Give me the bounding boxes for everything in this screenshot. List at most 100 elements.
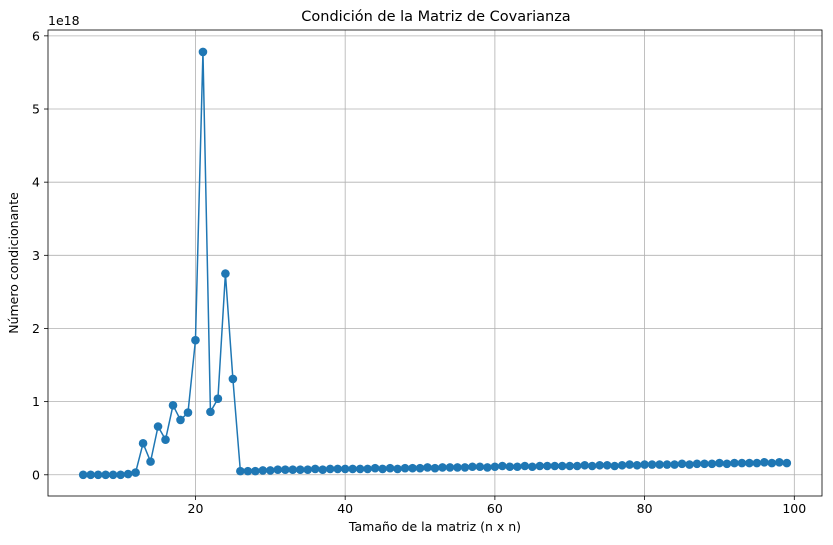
data-point bbox=[131, 468, 140, 477]
data-point bbox=[520, 461, 530, 471]
y-offset-label: 1e18 bbox=[48, 13, 80, 28]
data-point bbox=[625, 460, 634, 469]
data-point bbox=[662, 460, 672, 469]
y-tick-label: 2 bbox=[32, 321, 40, 336]
y-tick-label: 6 bbox=[32, 28, 40, 43]
data-point bbox=[93, 470, 103, 480]
data-point bbox=[243, 466, 253, 476]
data-point bbox=[378, 464, 387, 474]
data-point bbox=[408, 463, 417, 473]
y-tick-label: 1 bbox=[32, 394, 40, 409]
data-point bbox=[415, 463, 425, 473]
data-point bbox=[550, 461, 560, 471]
data-point bbox=[475, 462, 485, 472]
data-point bbox=[183, 408, 193, 417]
data-point bbox=[557, 461, 567, 471]
y-tick-label: 4 bbox=[32, 175, 40, 190]
data-point bbox=[460, 463, 470, 472]
data-point bbox=[715, 458, 724, 468]
data-point bbox=[176, 415, 185, 425]
data-point bbox=[86, 470, 95, 480]
y-axis: 0 1 2 3 4 5 6 bbox=[32, 28, 48, 482]
data-point bbox=[430, 463, 440, 473]
data-point bbox=[198, 47, 208, 57]
data-point bbox=[138, 439, 148, 448]
grid bbox=[48, 30, 822, 496]
data-point bbox=[587, 461, 597, 471]
data-point bbox=[123, 469, 133, 479]
y-tick-label: 5 bbox=[32, 102, 40, 117]
y-tick-label: 0 bbox=[32, 467, 40, 482]
data-point bbox=[168, 400, 178, 410]
data-point bbox=[146, 457, 155, 466]
y-axis-label: Número condicionante bbox=[6, 192, 21, 334]
data-point bbox=[490, 462, 500, 472]
data-point bbox=[685, 460, 694, 469]
data-point bbox=[191, 335, 200, 345]
data-point bbox=[333, 464, 342, 474]
data-point bbox=[595, 460, 604, 470]
data-point bbox=[655, 460, 664, 469]
data-point bbox=[722, 459, 732, 469]
data-point bbox=[221, 269, 230, 278]
data-point bbox=[468, 462, 477, 472]
data-point bbox=[572, 461, 582, 471]
data-point bbox=[700, 459, 709, 469]
data-point bbox=[273, 465, 283, 474]
data-point bbox=[617, 460, 627, 470]
data-point bbox=[505, 462, 515, 472]
data-point bbox=[640, 460, 649, 469]
data-point bbox=[775, 458, 784, 467]
data-point bbox=[280, 465, 290, 474]
data-point bbox=[767, 458, 777, 468]
chart-title: Condición de la Matriz de Covarianza bbox=[301, 9, 570, 25]
x-axis: 20 40 60 80 100 bbox=[188, 496, 806, 516]
data-point bbox=[213, 394, 223, 404]
data-point bbox=[78, 470, 88, 480]
data-point bbox=[340, 464, 350, 474]
data-point bbox=[393, 464, 402, 474]
data-point bbox=[670, 460, 679, 469]
data-point bbox=[303, 465, 313, 474]
data-point bbox=[153, 422, 163, 431]
data-point bbox=[483, 463, 492, 472]
data-point bbox=[288, 465, 298, 474]
data-point bbox=[363, 464, 372, 474]
data-point bbox=[737, 458, 747, 468]
data-point bbox=[355, 464, 365, 474]
x-tick-label: 100 bbox=[782, 501, 806, 516]
data-point bbox=[206, 407, 215, 417]
data-point bbox=[782, 458, 792, 468]
data-point bbox=[348, 464, 357, 474]
data-point bbox=[108, 470, 118, 480]
x-tick-label: 60 bbox=[487, 501, 503, 516]
x-tick-label: 20 bbox=[188, 501, 204, 516]
data-point bbox=[251, 466, 260, 476]
data-point bbox=[445, 463, 455, 472]
data-point bbox=[535, 461, 545, 471]
x-axis-label: Tamaño de la matriz (n x n) bbox=[348, 519, 521, 534]
data-point bbox=[385, 463, 395, 473]
data-point bbox=[745, 458, 754, 468]
data-point bbox=[707, 459, 717, 469]
data-point bbox=[632, 460, 642, 470]
data-point bbox=[116, 470, 125, 480]
data-point bbox=[423, 463, 432, 472]
data-point bbox=[602, 460, 612, 470]
x-tick-label: 80 bbox=[637, 501, 653, 516]
data-point bbox=[610, 461, 619, 471]
data-point bbox=[528, 462, 537, 472]
data-point bbox=[752, 458, 762, 468]
data-point bbox=[266, 466, 275, 475]
data-point bbox=[647, 460, 657, 469]
data-point bbox=[318, 465, 328, 474]
data-point bbox=[542, 461, 552, 471]
data-point bbox=[400, 463, 410, 473]
data-point bbox=[513, 462, 522, 472]
data-point bbox=[498, 461, 507, 471]
data-point bbox=[161, 435, 170, 444]
data-point bbox=[310, 464, 320, 474]
data-point bbox=[677, 459, 687, 469]
